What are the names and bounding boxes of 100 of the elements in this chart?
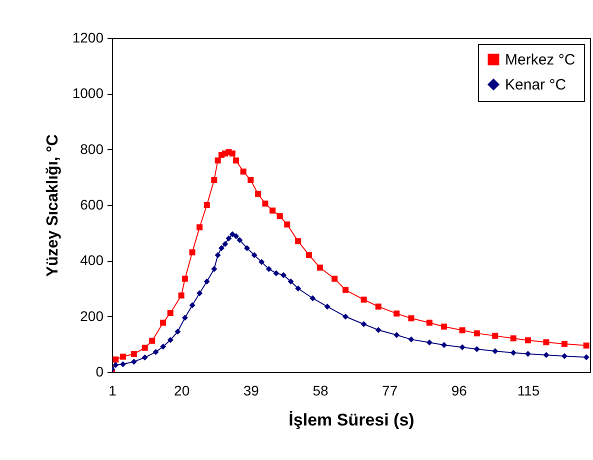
point xyxy=(229,231,236,238)
point xyxy=(284,221,290,228)
point xyxy=(408,336,414,342)
x-tick-label: 20 xyxy=(174,382,190,398)
point xyxy=(152,348,159,355)
point xyxy=(543,339,550,346)
x-tick-label: 58 xyxy=(312,382,328,398)
point xyxy=(236,237,243,244)
point xyxy=(182,314,188,321)
point xyxy=(244,245,250,252)
point xyxy=(306,252,312,258)
point xyxy=(174,328,181,335)
point xyxy=(441,342,448,348)
y-tick-label: 1200 xyxy=(72,30,104,46)
point xyxy=(295,238,302,244)
point xyxy=(276,213,283,220)
point xyxy=(196,290,203,296)
point xyxy=(222,240,228,247)
point xyxy=(160,320,166,326)
point xyxy=(233,157,240,164)
point xyxy=(441,324,448,330)
legend-label: Kenar °C xyxy=(505,76,566,94)
point xyxy=(120,354,126,360)
point xyxy=(189,302,196,308)
x-tick-label: 96 xyxy=(451,382,468,398)
point xyxy=(510,350,516,356)
y-tick-label: 800 xyxy=(80,140,104,157)
point xyxy=(251,252,258,258)
point xyxy=(189,249,196,256)
point xyxy=(160,344,166,350)
point xyxy=(149,338,156,344)
point xyxy=(178,292,184,298)
point xyxy=(524,350,531,357)
point xyxy=(130,350,137,357)
point xyxy=(226,235,232,242)
point xyxy=(583,342,590,349)
x-axis-title: İşlem Süresi (s) xyxy=(288,410,414,430)
point xyxy=(214,252,221,258)
point xyxy=(248,176,254,183)
point xyxy=(524,337,531,344)
point xyxy=(426,339,432,346)
point xyxy=(142,344,148,351)
point xyxy=(273,270,280,276)
point xyxy=(288,278,294,285)
point xyxy=(240,168,246,175)
point xyxy=(459,327,466,334)
y-tick-label: 400 xyxy=(80,252,104,268)
point xyxy=(360,296,367,303)
point xyxy=(342,314,349,320)
point xyxy=(262,200,268,207)
point xyxy=(332,276,338,282)
point xyxy=(394,332,400,338)
y-tick-label: 200 xyxy=(80,308,104,324)
point xyxy=(375,304,382,310)
point xyxy=(214,157,221,164)
y-axis-title: Yüzey Sıcaklığı, °C xyxy=(44,134,62,277)
point xyxy=(492,348,498,354)
point xyxy=(394,310,400,317)
y-tick-label: 1000 xyxy=(72,85,104,102)
point xyxy=(142,354,148,361)
x-tick-label: 1 xyxy=(108,382,117,398)
point xyxy=(167,310,174,316)
point xyxy=(254,190,261,197)
point xyxy=(492,332,498,339)
point xyxy=(204,278,210,285)
point xyxy=(280,272,286,278)
point xyxy=(360,321,367,328)
point xyxy=(182,276,188,282)
point xyxy=(324,304,330,310)
point xyxy=(218,245,224,252)
point xyxy=(561,353,568,360)
legend-label: Merkez °C xyxy=(505,52,576,68)
point xyxy=(583,354,590,360)
point xyxy=(130,358,137,365)
x-tick-label: 115 xyxy=(517,382,540,398)
point xyxy=(266,266,272,272)
point xyxy=(167,336,174,343)
point xyxy=(120,361,126,368)
point xyxy=(510,335,516,342)
point xyxy=(474,330,480,336)
point xyxy=(211,266,218,272)
point xyxy=(316,264,323,271)
point xyxy=(375,326,382,333)
point xyxy=(408,315,414,322)
point xyxy=(561,340,568,347)
y-tick-label: 600 xyxy=(80,196,104,212)
point xyxy=(233,233,240,240)
point xyxy=(112,362,119,368)
point xyxy=(204,202,210,208)
point xyxy=(229,150,236,157)
point xyxy=(342,286,349,293)
point xyxy=(426,320,432,326)
point xyxy=(310,295,316,302)
point xyxy=(211,176,218,183)
point xyxy=(196,224,203,230)
point xyxy=(112,356,119,362)
point xyxy=(258,259,265,266)
point xyxy=(270,208,276,214)
point xyxy=(459,344,466,350)
x-tick-label: 77 xyxy=(382,382,398,398)
